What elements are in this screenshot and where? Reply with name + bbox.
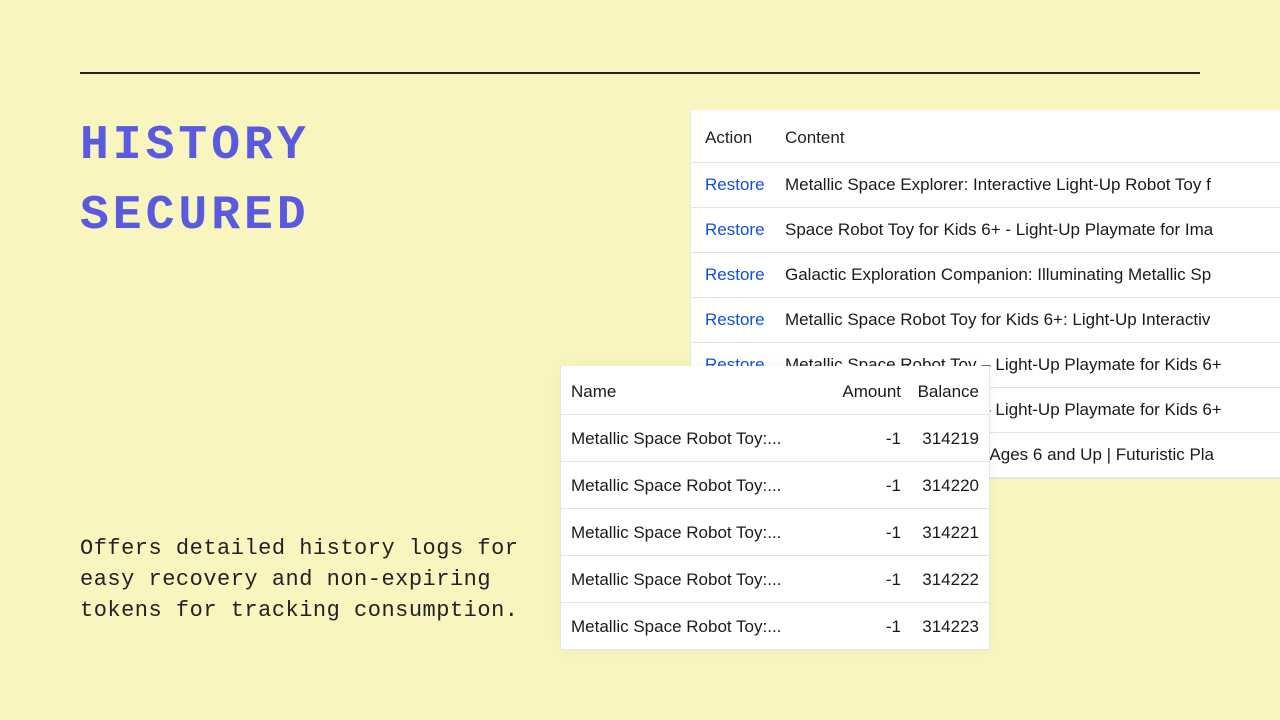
- balance-balance: 314220: [901, 476, 979, 496]
- balance-amount: -1: [819, 476, 901, 496]
- history-content: Metallic Space Robot Toy for Kids 6+: Li…: [785, 310, 1280, 330]
- restore-button[interactable]: Restore: [705, 220, 785, 240]
- history-col-content: Content: [785, 128, 1280, 148]
- restore-button[interactable]: Restore: [705, 265, 785, 285]
- restore-button[interactable]: Restore: [705, 175, 785, 195]
- table-row: Restore Space Robot Toy for Kids 6+ - Li…: [691, 208, 1280, 253]
- table-row: Restore Galactic Exploration Companion: …: [691, 253, 1280, 298]
- balance-amount: -1: [819, 570, 901, 590]
- table-row: Restore Metallic Space Robot Toy for Kid…: [691, 298, 1280, 343]
- page-title: HISTORY SECURED: [80, 112, 580, 251]
- history-col-action: Action: [705, 128, 785, 148]
- history-content: Metallic Space Explorer: Interactive Lig…: [785, 175, 1280, 195]
- table-row: Metallic Space Robot Toy:... -1 314222: [561, 556, 989, 603]
- divider: [80, 72, 1200, 74]
- balance-amount: -1: [819, 617, 901, 637]
- balance-col-balance: Balance: [901, 382, 979, 402]
- table-row: Metallic Space Robot Toy:... -1 314220: [561, 462, 989, 509]
- history-table-header: Action Content: [691, 110, 1280, 163]
- restore-button[interactable]: Restore: [705, 310, 785, 330]
- headline-line2: SECURED: [80, 189, 310, 243]
- balance-balance: 314223: [901, 617, 979, 637]
- balance-col-name: Name: [571, 382, 819, 402]
- balance-balance: 314221: [901, 523, 979, 543]
- balance-amount: -1: [819, 429, 901, 449]
- table-row: Restore Metallic Space Explorer: Interac…: [691, 163, 1280, 208]
- balance-name: Metallic Space Robot Toy:...: [571, 523, 819, 543]
- history-content: Space Robot Toy for Kids 6+ - Light-Up P…: [785, 220, 1280, 240]
- balance-name: Metallic Space Robot Toy:...: [571, 476, 819, 496]
- table-row: Metallic Space Robot Toy:... -1 314223: [561, 603, 989, 649]
- headline-line1: HISTORY: [80, 119, 310, 173]
- balance-name: Metallic Space Robot Toy:...: [571, 570, 819, 590]
- balance-balance: 314222: [901, 570, 979, 590]
- balance-balance: 314219: [901, 429, 979, 449]
- balance-col-amount: Amount: [819, 382, 901, 402]
- table-row: Metallic Space Robot Toy:... -1 314219: [561, 415, 989, 462]
- balance-name: Metallic Space Robot Toy:...: [571, 617, 819, 637]
- description: Offers detailed history logs for easy re…: [80, 534, 550, 626]
- history-content: Galactic Exploration Companion: Illumina…: [785, 265, 1280, 285]
- balance-table: Name Amount Balance Metallic Space Robot…: [560, 366, 990, 650]
- balance-table-header: Name Amount Balance: [561, 366, 989, 415]
- table-row: Metallic Space Robot Toy:... -1 314221: [561, 509, 989, 556]
- balance-amount: -1: [819, 523, 901, 543]
- balance-name: Metallic Space Robot Toy:...: [571, 429, 819, 449]
